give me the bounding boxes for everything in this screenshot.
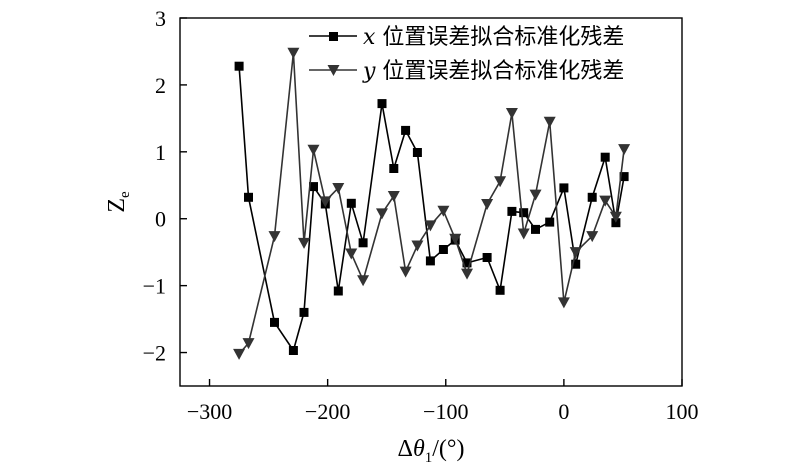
plot-frame (179, 17, 683, 387)
x-axis-label-sub: 1 (425, 450, 433, 466)
data-point-y (569, 247, 582, 259)
data-point-y (298, 237, 311, 249)
axis-ticks: −300 −200 −100 0 100 −2 −1 0 1 2 3 (143, 6, 699, 424)
y-tick-label: −1 (143, 274, 166, 299)
legend-label-x: x 位置误差拟合标准化残差 (363, 25, 624, 50)
data-point-y (529, 189, 542, 201)
data-point-y (345, 248, 358, 260)
data-point-y (461, 268, 474, 280)
data-point-x (346, 198, 356, 208)
data-point-y (505, 108, 518, 120)
data-point-x (619, 172, 629, 182)
x-axis-label: Δθ1/(°) (398, 436, 465, 466)
data-point-y (618, 144, 631, 156)
data-point-x (600, 152, 610, 162)
data-point-x (571, 259, 581, 269)
data-point-x (611, 218, 621, 228)
series-layer (233, 47, 631, 360)
data-point-y (268, 231, 281, 243)
data-point-x (425, 256, 435, 266)
y-axis-label-sub: e (117, 191, 133, 198)
y-axis-label-group: Ze (104, 191, 133, 213)
series-line-y (238, 51, 625, 355)
data-point-y (494, 176, 507, 188)
data-point-y (437, 205, 450, 217)
data-point-y (481, 199, 494, 211)
data-point-x (401, 125, 411, 135)
data-point-y (449, 233, 462, 245)
series-line-x (238, 66, 625, 352)
legend-label-y-text: 位置误差拟合标准化残差 (375, 59, 624, 84)
legend: x 位置误差拟合标准化残差 y 位置误差拟合标准化残差 (309, 25, 624, 84)
data-point-y (599, 195, 612, 207)
data-point-y (424, 220, 437, 232)
data-point-x (462, 258, 472, 268)
data-point-x (412, 148, 422, 157)
y-tick-label: 2 (155, 73, 166, 98)
legend-label-y-var: y (362, 59, 376, 84)
data-point-x (234, 61, 244, 71)
data-point-x (309, 182, 318, 192)
series-y (233, 47, 631, 360)
x-tick-label: −300 (187, 399, 232, 424)
legend-entry-y: y 位置误差拟合标准化残差 (309, 59, 624, 84)
data-point-y (586, 231, 599, 243)
data-point-y (411, 240, 424, 252)
data-point-x (438, 245, 448, 254)
x-tick-label: 0 (558, 399, 569, 424)
data-point-y (387, 190, 400, 202)
y-tick-label: −2 (143, 341, 166, 366)
data-point-y (543, 116, 556, 128)
legend-label-y: y 位置误差拟合标准化残差 (362, 59, 624, 84)
data-point-x (495, 285, 505, 295)
data-point-y (307, 144, 320, 156)
data-point-x (559, 183, 569, 193)
data-point-y (319, 196, 332, 208)
legend-entry-x: x 位置误差拟合标准化残差 (309, 25, 624, 50)
data-point-y (242, 338, 255, 350)
data-point-x (270, 317, 279, 327)
data-point-x (519, 208, 529, 218)
data-point-x (482, 253, 492, 262)
series-x (234, 61, 629, 355)
data-point-y (399, 266, 412, 278)
legend-label-x-var: x (363, 25, 376, 50)
data-point-x (587, 192, 597, 202)
data-point-x (244, 192, 253, 202)
y-tick-label: 3 (155, 6, 166, 31)
data-point-y (557, 297, 570, 309)
legend-marker-x (329, 32, 338, 41)
legend-marker-y (327, 65, 340, 76)
x-tick-label: 100 (666, 399, 699, 424)
x-axis-label-suffix: /(°) (432, 436, 464, 462)
x-tick-label: −100 (423, 399, 468, 424)
y-tick-label: 0 (155, 207, 166, 232)
data-point-x (299, 307, 309, 317)
legend-label-x-text: 位置误差拟合标准化残差 (375, 25, 624, 50)
data-point-x (507, 206, 517, 216)
data-point-y (609, 211, 622, 223)
data-point-x (288, 346, 298, 355)
data-point-y (233, 348, 246, 360)
x-axis-label-var: θ (413, 436, 425, 462)
data-point-x (358, 238, 368, 248)
x-tick-label: −200 (305, 399, 350, 424)
y-axis-label: Ze (104, 191, 133, 213)
data-point-x (531, 224, 540, 234)
data-point-x (389, 164, 399, 173)
data-point-y (332, 182, 345, 194)
y-axis-label-var: Z (104, 198, 130, 213)
data-point-x (333, 286, 343, 296)
data-point-x (545, 217, 555, 227)
y-tick-label: 1 (155, 140, 166, 165)
x-axis-label-prefix: Δ (398, 436, 413, 462)
data-point-x (377, 99, 387, 109)
data-point-y (375, 208, 388, 220)
data-point-y (517, 228, 530, 240)
data-point-y (287, 47, 300, 59)
data-point-y (357, 275, 370, 287)
